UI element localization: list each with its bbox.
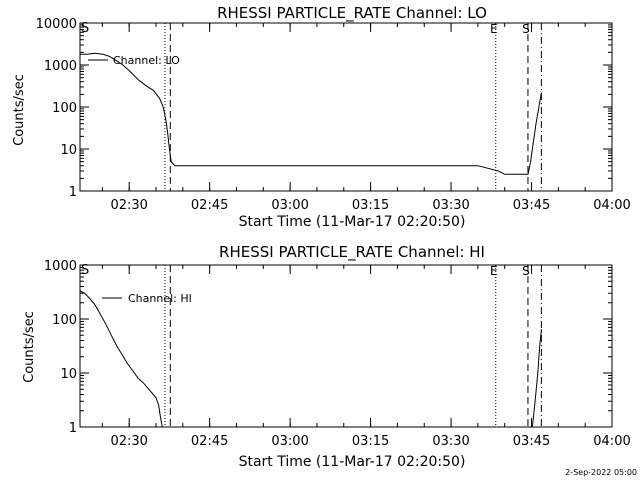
y-tick-label-lo: 100 (52, 101, 77, 116)
series-line-hi-0 (79, 290, 163, 428)
plot-frame-hi (79, 264, 613, 428)
x-tick-label-hi: 03:00 (271, 434, 308, 449)
marker-label-lo: E (490, 22, 498, 36)
marker-label-lo: S (522, 22, 530, 36)
x-tick-label-hi: 03:45 (513, 434, 550, 449)
x-axis-label-hi: Start Time (11-Mar-17 02:20:50) (239, 454, 466, 470)
x-tick-label-lo: 03:00 (271, 198, 308, 213)
footer-date: 2-Sep-2022 05:00 (565, 468, 637, 477)
x-tick-label-hi: 03:15 (352, 434, 389, 449)
y-tick-label-lo: 1 (69, 185, 77, 200)
x-tick-label-lo: 04:00 (593, 198, 630, 213)
x-tick-label-lo: 03:30 (432, 198, 469, 213)
edge-marker-label-hi: S (81, 263, 89, 278)
x-axis-label-lo: Start Time (11-Mar-17 02:20:50) (239, 214, 466, 230)
y-axis-label-hi: Counts/sec (22, 311, 37, 383)
legend-label-lo: Channel: LO (113, 54, 180, 67)
panel-lo: RHESSI PARTICLE_RATE Channel: LO Start T… (12, 4, 631, 230)
panel-hi: RHESSI PARTICLE_RATE Channel: HI Start T… (22, 243, 631, 470)
y-axis-label-lo: Counts/sec (12, 74, 27, 146)
y-tick-label-hi: 1000 (44, 259, 77, 274)
y-tick-label-lo: 1000 (44, 59, 77, 74)
series-line-lo-0 (80, 52, 542, 175)
edge-marker-label-lo: S (81, 21, 89, 36)
x-tick-label-hi: 03:30 (432, 434, 469, 449)
legend-label-hi: Channel: HI (128, 292, 192, 305)
x-tick-label-lo: 02:45 (191, 198, 228, 213)
x-tick-label-lo: 02:30 (110, 198, 147, 213)
series-line-hi-1 (531, 329, 542, 428)
x-tick-label-hi: 02:30 (110, 434, 147, 449)
y-tick-label-lo: 10000 (36, 17, 77, 32)
chart-title-lo: RHESSI PARTICLE_RATE Channel: LO (217, 4, 487, 23)
x-tick-label-hi: 02:45 (191, 434, 228, 449)
x-tick-label-lo: 03:15 (352, 198, 389, 213)
marker-label-hi: E (490, 264, 498, 278)
y-tick-label-hi: 100 (52, 313, 77, 328)
marker-label-hi: S (522, 264, 530, 278)
y-tick-label-lo: 10 (60, 143, 77, 158)
x-tick-label-lo: 03:45 (513, 198, 550, 213)
y-tick-label-hi: 1 (69, 421, 77, 436)
x-tick-label-hi: 04:00 (593, 434, 630, 449)
chart-title-hi: RHESSI PARTICLE_RATE Channel: HI (219, 243, 485, 262)
y-tick-label-hi: 10 (60, 367, 77, 382)
